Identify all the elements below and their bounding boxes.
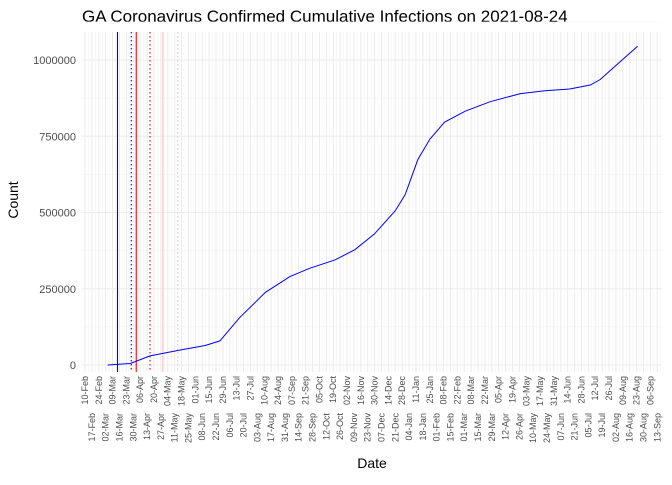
x-tick-label: 26-Apr [514, 413, 524, 440]
x-tick-label: 18-May [177, 376, 187, 407]
x-tick-label: 26-Oct [335, 413, 345, 441]
y-tick-label: 1000000 [33, 55, 76, 67]
y-tick-label: 0 [70, 360, 76, 372]
x-tick-label: 14-Sep [294, 413, 304, 442]
x-tick-label: 24-Feb [94, 376, 104, 405]
x-tick-label: 21-Dec [390, 413, 400, 443]
x-tick-label: 04-May [163, 376, 173, 407]
y-axis: 0 250000 500000 750000 1000000 [33, 55, 76, 372]
x-tick-label: 13-Apr [142, 413, 152, 440]
x-tick-label: 21-Sep [301, 376, 311, 405]
series-line [107, 45, 638, 366]
x-tick-label: 12-Oct [321, 413, 331, 441]
x-tick-label: 09-Aug [618, 376, 628, 405]
x-tick-label: 19-Apr [507, 376, 517, 403]
x-tick-label: 17-Feb [87, 413, 97, 442]
chart-title: GA Coronavirus Confirmed Cumulative Infe… [82, 7, 568, 26]
x-tick-label: 23-Nov [363, 413, 373, 443]
x-tick-label: 01-Jun [190, 376, 200, 404]
x-tick-label: 07-Jun [556, 413, 566, 441]
x-tick-label: 18-Jan [418, 413, 428, 441]
x-tick-label: 24-May [542, 413, 552, 444]
x-tick-label: 01-Feb [432, 413, 442, 442]
x-tick-label: 14-Dec [383, 376, 393, 406]
x-tick-label: 02-Mar [101, 413, 111, 442]
x-tick-label: 10-Feb [80, 376, 90, 405]
x-tick-label: 12-Apr [501, 413, 511, 440]
x-tick-label: 15-Jun [204, 376, 214, 404]
x-tick-label: 07-Sep [287, 376, 297, 405]
x-tick-label: 17-Aug [266, 413, 276, 442]
y-axis-label: Count [5, 181, 21, 218]
x-tick-label: 16-Mar [114, 413, 124, 442]
x-tick-label: 02-Nov [342, 376, 352, 406]
x-tick-label: 19-Oct [328, 376, 338, 404]
y-tick-label: 250000 [39, 284, 76, 296]
vertical-lines [116, 32, 179, 372]
x-tick-label: 19-Jul [597, 413, 607, 438]
x-tick-label: 03-May [521, 376, 531, 407]
x-axis: 10-Feb 17-Feb 24-Feb 02-Mar 09-Mar 16-Mar 23-M… [80, 376, 662, 444]
x-tick-label: 15-Feb [445, 413, 455, 442]
x-tick-label: 10-Aug [259, 376, 269, 405]
x-tick-label: 22-Feb [452, 376, 462, 405]
x-tick-label: 13-Jul [232, 376, 242, 401]
x-tick-label: 13-Sep [652, 413, 662, 442]
x-tick-label: 16-Aug [625, 413, 635, 442]
x-tick-label: 28-Sep [308, 413, 318, 442]
x-tick-label: 29-Jun [218, 376, 228, 404]
x-tick-label: 25-Jan [425, 376, 435, 404]
x-tick-label: 06-Apr [135, 376, 145, 403]
x-tick-label: 05-Oct [314, 376, 324, 404]
x-tick-label: 30-Nov [370, 376, 380, 406]
x-tick-label: 21-Jun [570, 413, 580, 441]
x-tick-label: 25-May [183, 413, 193, 444]
x-tick-label: 26-Jul [604, 376, 614, 401]
x-tick-label: 31-Aug [280, 413, 290, 442]
x-tick-label: 08-Mar [466, 376, 476, 405]
grid [82, 21, 662, 372]
x-tick-label: 04-Jan [404, 413, 414, 441]
x-tick-label: 17-May [535, 376, 545, 407]
x-tick-label: 11-May [170, 413, 180, 443]
x-tick-label: 29-Mar [487, 413, 497, 442]
x-tick-label: 23-Aug [632, 376, 642, 405]
x-tick-label: 07-Dec [376, 413, 386, 443]
x-tick-label: 22-Mar [480, 376, 490, 405]
x-tick-label: 05-Apr [494, 376, 504, 403]
x-tick-label: 02-Aug [611, 413, 621, 442]
x-tick-label: 23-Mar [121, 376, 131, 405]
x-tick-label: 10-May [528, 413, 538, 444]
x-tick-label: 28-Dec [397, 376, 407, 406]
y-tick-label: 500000 [39, 208, 76, 220]
x-tick-label: 31-May [549, 376, 559, 407]
x-tick-label: 14-Jun [563, 376, 573, 404]
x-tick-label: 30-Mar [128, 413, 138, 442]
x-tick-label: 11-Jan [411, 376, 421, 403]
x-tick-label: 24-Aug [273, 376, 283, 405]
x-tick-label: 20-Jul [239, 413, 249, 438]
x-tick-label: 15-Mar [473, 413, 483, 442]
x-tick-label: 27-Jul [245, 376, 255, 401]
x-tick-label: 28-Jun [576, 376, 586, 404]
x-tick-label: 06-Jul [225, 413, 235, 438]
x-tick-label: 16-Nov [356, 376, 366, 406]
x-tick-label: 08-Jun [197, 413, 207, 441]
x-tick-label: 20-Apr [149, 376, 159, 403]
x-tick-label: 03-Aug [252, 413, 262, 442]
x-tick-label: 05-Jul [583, 413, 593, 438]
x-tick-label: 01-Mar [459, 413, 469, 442]
x-tick-label: 09-Mar [108, 376, 118, 405]
x-tick-label: 08-Feb [439, 376, 449, 405]
x-tick-label: 27-Apr [156, 413, 166, 440]
x-axis-label: Date [357, 455, 387, 471]
x-tick-label: 30-Aug [638, 413, 648, 442]
x-tick-label: 22-Jun [211, 413, 221, 441]
y-tick-label: 750000 [39, 131, 76, 143]
x-tick-label: 06-Sep [645, 376, 655, 405]
x-tick-label: 12-Jul [590, 376, 600, 401]
x-tick-label: 09-Nov [349, 413, 359, 443]
